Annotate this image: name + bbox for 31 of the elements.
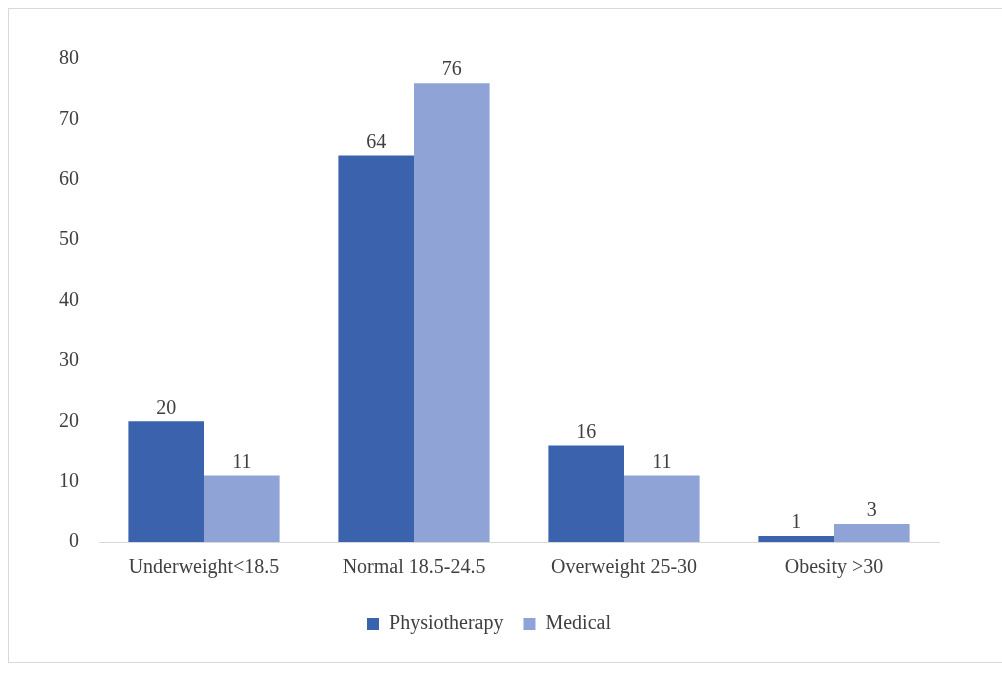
- y-tick-label: 70: [59, 106, 79, 129]
- y-tick-label: 60: [59, 167, 79, 189]
- y-tick-label: 40: [59, 287, 79, 310]
- data-label: 76: [441, 57, 462, 80]
- bar: [204, 475, 280, 542]
- bar: [414, 83, 490, 542]
- x-tick-label: Normal 18.5-24.5: [342, 555, 486, 578]
- data-label: 1: [791, 510, 802, 533]
- y-tick-label: 50: [59, 227, 79, 250]
- x-tick-label: Overweight 25-30: [550, 555, 698, 579]
- y-tick-label: 0: [69, 529, 79, 552]
- y-tick-label: 10: [59, 468, 79, 491]
- bar: [128, 421, 204, 542]
- data-label: 3: [866, 498, 877, 521]
- legend-label: Physiotherapy: [389, 611, 504, 635]
- bar: [758, 535, 834, 542]
- y-tick-label: 80: [59, 46, 79, 69]
- x-tick-label: Underweight<18.5: [128, 555, 280, 579]
- data-label: 64: [366, 129, 387, 152]
- y-tick-label: 30: [59, 348, 79, 371]
- x-tick-label: Obesity >30: [784, 555, 884, 579]
- data-label: 11: [652, 449, 672, 472]
- y-tick-label: 20: [59, 408, 79, 431]
- bar: [548, 445, 624, 542]
- bar: [834, 523, 910, 542]
- data-label: 16: [576, 419, 597, 442]
- bar: [338, 155, 414, 542]
- data-label: 20: [156, 395, 177, 418]
- legend-label: Medical: [545, 611, 612, 634]
- bar: [624, 475, 700, 542]
- data-label: 11: [232, 449, 252, 472]
